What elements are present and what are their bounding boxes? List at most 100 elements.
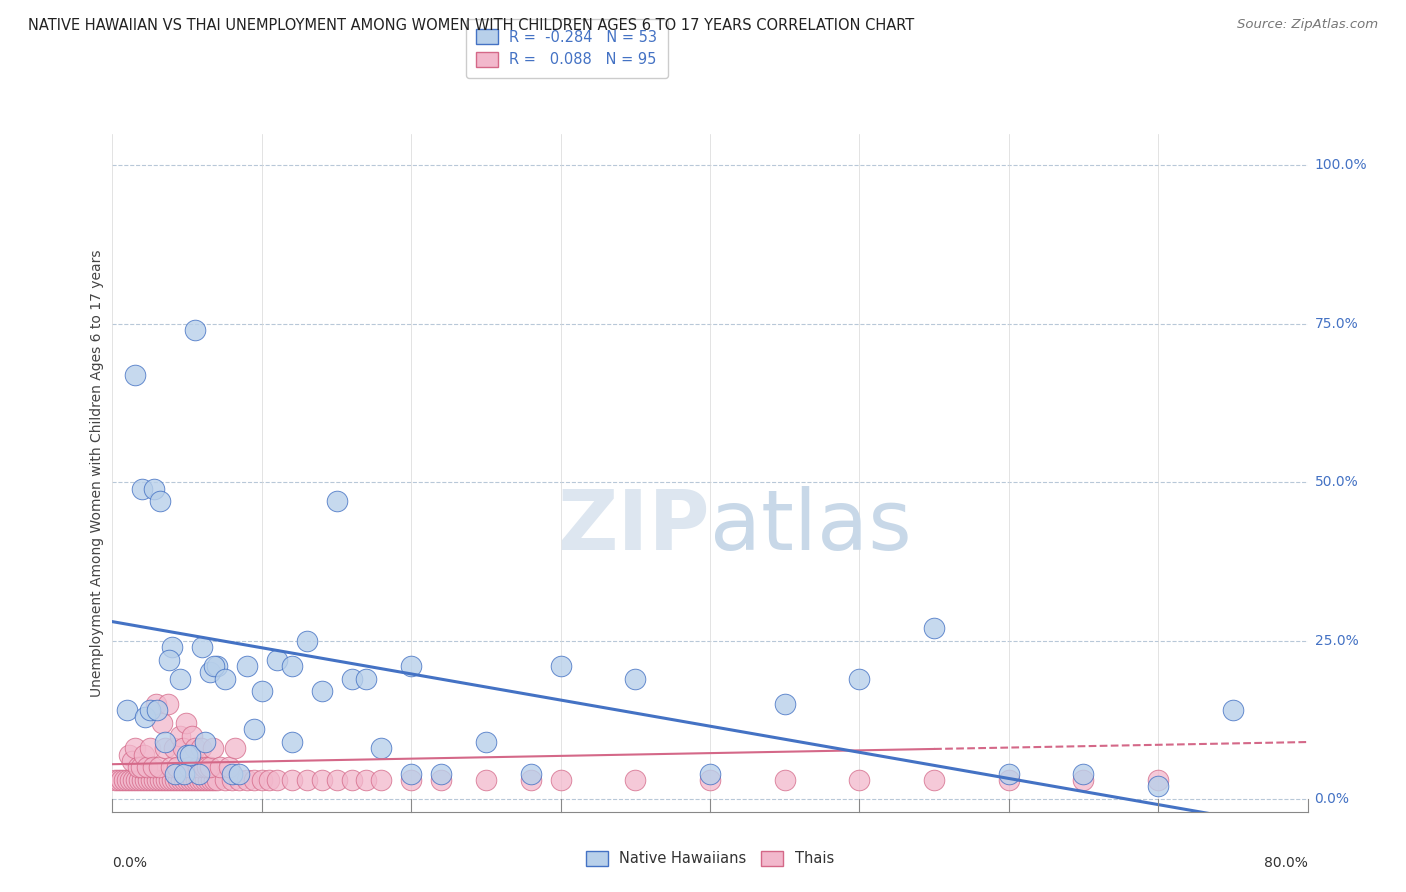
Point: [1147, 772, 1170, 787]
Point: [150, 716, 173, 731]
Point: [325, 494, 347, 508]
Point: [195, 760, 218, 774]
Point: [194, 735, 217, 749]
Point: [236, 772, 259, 787]
Point: [214, 672, 236, 686]
Point: [194, 772, 217, 787]
Point: [124, 741, 146, 756]
Point: [155, 772, 177, 787]
Point: [135, 760, 157, 774]
Point: [139, 741, 162, 756]
Point: [183, 323, 205, 337]
Point: [152, 772, 174, 787]
Point: [281, 659, 304, 673]
Point: [401, 659, 423, 673]
Point: [356, 772, 378, 787]
Point: [153, 735, 176, 749]
Point: [186, 772, 208, 787]
Point: [202, 659, 225, 673]
Point: [370, 741, 392, 756]
Point: [166, 760, 188, 774]
Point: [197, 772, 219, 787]
Point: [127, 760, 149, 774]
Point: [243, 772, 266, 787]
Point: [475, 735, 498, 749]
Text: 80.0%: 80.0%: [1264, 856, 1308, 870]
Point: [131, 482, 153, 496]
Text: atlas: atlas: [710, 486, 911, 567]
Point: [228, 766, 250, 780]
Point: [624, 672, 647, 686]
Point: [224, 741, 246, 756]
Point: [117, 703, 139, 717]
Point: [170, 772, 193, 787]
Point: [401, 772, 423, 787]
Point: [148, 760, 170, 774]
Point: [165, 766, 187, 780]
Point: [1073, 766, 1095, 780]
Point: [142, 760, 165, 774]
Point: [165, 772, 187, 787]
Point: [120, 772, 142, 787]
Point: [922, 772, 945, 787]
Point: [173, 772, 195, 787]
Point: [699, 766, 721, 780]
Point: [149, 494, 172, 508]
Point: [191, 772, 214, 787]
Text: 100.0%: 100.0%: [1315, 159, 1367, 172]
Point: [167, 772, 190, 787]
Point: [190, 741, 212, 756]
Point: [520, 772, 543, 787]
Point: [173, 766, 195, 780]
Point: [125, 772, 148, 787]
Point: [311, 772, 333, 787]
Point: [153, 741, 176, 756]
Point: [134, 772, 156, 787]
Point: [922, 621, 945, 635]
Point: [191, 640, 214, 654]
Point: [118, 747, 141, 762]
Point: [139, 703, 162, 717]
Point: [295, 772, 318, 787]
Point: [430, 766, 453, 780]
Point: [188, 766, 211, 780]
Point: [218, 760, 240, 774]
Point: [174, 716, 197, 731]
Point: [172, 741, 194, 756]
Point: [193, 760, 215, 774]
Point: [114, 772, 135, 787]
Point: [236, 659, 259, 673]
Text: Source: ZipAtlas.com: Source: ZipAtlas.com: [1237, 18, 1378, 31]
Text: 25.0%: 25.0%: [1315, 633, 1358, 648]
Point: [143, 482, 166, 496]
Point: [370, 772, 392, 787]
Y-axis label: Unemployment Among Women with Children Ages 6 to 17 years: Unemployment Among Women with Children A…: [90, 249, 104, 697]
Point: [205, 772, 228, 787]
Point: [214, 772, 236, 787]
Text: 0.0%: 0.0%: [1315, 792, 1350, 806]
Point: [181, 772, 204, 787]
Point: [520, 766, 543, 780]
Point: [401, 766, 423, 780]
Point: [281, 772, 304, 787]
Point: [177, 760, 200, 774]
Point: [141, 772, 163, 787]
Point: [250, 684, 273, 698]
Text: 0.0%: 0.0%: [112, 856, 148, 870]
Point: [128, 772, 150, 787]
Point: [266, 653, 288, 667]
Point: [475, 772, 498, 787]
Point: [202, 772, 225, 787]
Point: [176, 747, 198, 762]
Point: [146, 703, 169, 717]
Point: [773, 772, 796, 787]
Point: [146, 772, 169, 787]
Point: [281, 735, 304, 749]
Point: [430, 772, 453, 787]
Legend: Native Hawaiians, Thais: Native Hawaiians, Thais: [581, 845, 839, 872]
Point: [325, 772, 347, 787]
Point: [149, 772, 172, 787]
Point: [163, 741, 186, 756]
Point: [200, 772, 222, 787]
Point: [311, 684, 333, 698]
